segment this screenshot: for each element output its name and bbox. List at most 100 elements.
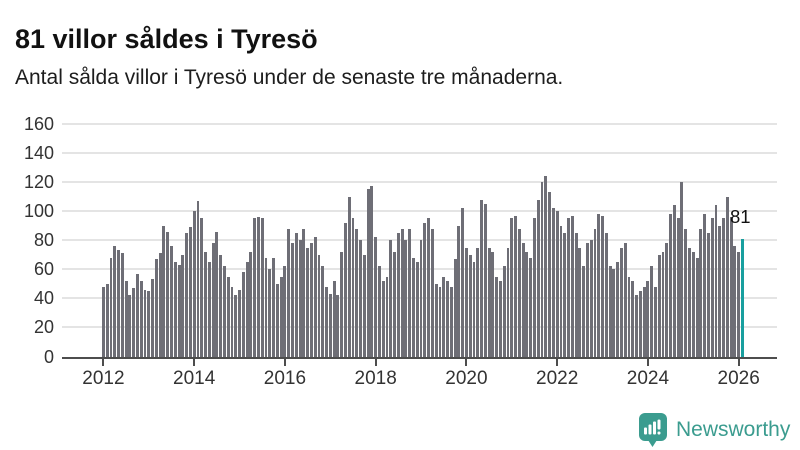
bar: [230, 286, 234, 359]
bar: [396, 232, 400, 359]
bar: [567, 218, 570, 359]
x-tick-mark: [556, 356, 559, 366]
y-tick-label: 40: [33, 288, 54, 309]
bar: [601, 215, 604, 359]
bar: [389, 240, 393, 359]
bar: [453, 259, 457, 359]
bar: [563, 232, 567, 359]
bar: [461, 208, 465, 359]
x-tick-mark: [374, 356, 377, 366]
bar: [419, 240, 423, 359]
bar: [695, 257, 699, 359]
bar: [699, 228, 703, 359]
bar: [593, 228, 597, 359]
bar: [442, 276, 446, 359]
y-gridline: [62, 123, 777, 125]
bar: [378, 266, 381, 359]
bar: [253, 218, 257, 359]
bar: [438, 286, 442, 359]
bar: [306, 247, 310, 359]
bar: [544, 176, 548, 359]
bar: [487, 247, 491, 359]
bar: [559, 225, 563, 359]
y-tick-label: 60: [33, 259, 54, 280]
bar: [355, 228, 359, 359]
bar: [226, 276, 230, 359]
y-gridline: [62, 297, 777, 300]
bar: [427, 218, 431, 359]
bar: [105, 283, 109, 359]
bar: [188, 227, 192, 359]
bar: [499, 280, 502, 359]
bar: [710, 218, 714, 359]
bar: [483, 203, 487, 359]
bar: [238, 289, 241, 359]
y-tick-label: 20: [33, 317, 54, 338]
bar: [264, 257, 268, 359]
y-gridline: [62, 239, 777, 242]
bar: [287, 228, 291, 359]
bar: [737, 251, 741, 359]
bar: [672, 205, 676, 359]
bar: [177, 264, 181, 359]
bar: [430, 228, 434, 359]
bar: [661, 251, 665, 359]
bar: [249, 251, 253, 359]
x-tick-label: 2016: [263, 368, 307, 389]
bar: [718, 225, 722, 359]
bar: [457, 225, 461, 359]
bar: [283, 266, 287, 359]
bar: [393, 251, 397, 359]
bar: [321, 266, 325, 359]
bar: [158, 253, 162, 359]
bar: [275, 283, 279, 359]
bar: [585, 243, 589, 359]
bar: [298, 240, 302, 359]
bar: [381, 280, 385, 359]
bar: [703, 214, 707, 359]
x-tick-mark: [465, 356, 468, 366]
bar: [257, 217, 260, 359]
bar: [514, 215, 518, 359]
bar: [729, 217, 733, 359]
bar: [589, 240, 593, 359]
bar: [241, 272, 245, 359]
axis-baseline: [62, 356, 777, 359]
x-tick-label: 2012: [82, 368, 125, 389]
bar: [404, 240, 408, 359]
y-tick-label: 160: [23, 114, 54, 134]
bar: [684, 228, 688, 359]
bar: [294, 232, 298, 359]
bar: [680, 182, 684, 359]
chart-subtitle: Antal sålda villor i Tyresö under de sen…: [15, 66, 564, 89]
bar: [272, 257, 276, 359]
bar: [128, 295, 132, 359]
bar: [627, 276, 631, 359]
x-tick-mark: [646, 356, 649, 366]
bar: [408, 228, 412, 359]
bar: [207, 262, 211, 359]
bar: [642, 286, 646, 359]
bar: [706, 232, 710, 359]
bar: [676, 218, 680, 359]
bar: [151, 279, 155, 359]
bar: [635, 295, 638, 359]
bar: [215, 231, 219, 359]
bar: [608, 266, 612, 359]
bar: [268, 269, 272, 359]
bar: [222, 266, 226, 359]
bar: [313, 237, 317, 359]
bar: [113, 246, 117, 359]
bar: [347, 196, 351, 359]
y-gridline: [62, 268, 777, 271]
bar: [340, 251, 344, 359]
bar: [612, 269, 616, 359]
bar: [117, 250, 120, 359]
bar: [604, 232, 608, 359]
bar: [132, 288, 136, 359]
bar: [502, 266, 506, 359]
bar: [374, 237, 378, 359]
bar: [317, 254, 321, 359]
bar: [623, 243, 627, 359]
